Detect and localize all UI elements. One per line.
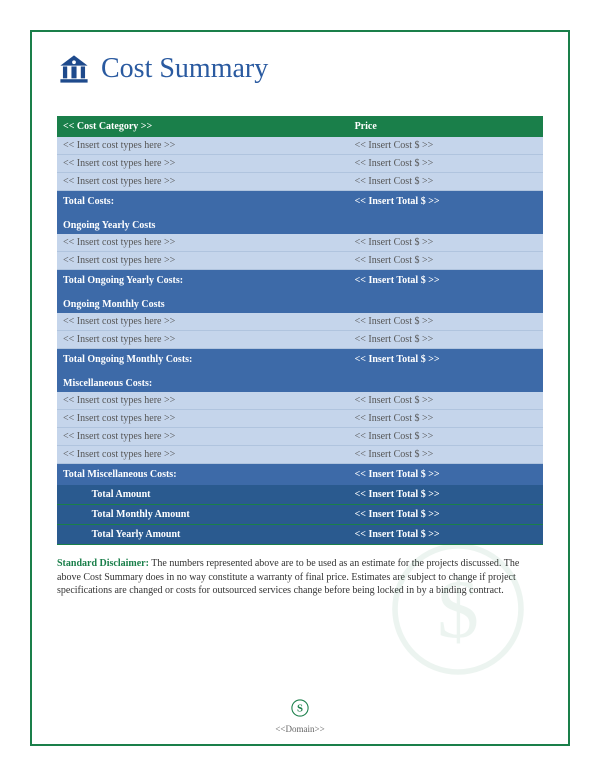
- dollar-icon: S: [291, 699, 309, 722]
- section-heading-row: Ongoing Monthly Costs: [57, 291, 543, 313]
- page-border: $ Cost Summary << Cost Category >> Price…: [30, 30, 570, 746]
- table-row: << Insert cost types here >><< Insert Co…: [57, 428, 543, 446]
- cost-value: << Insert Cost $ >>: [349, 313, 543, 331]
- grand-total-label: Total Amount: [86, 485, 349, 505]
- cost-type: << Insert cost types here >>: [57, 173, 349, 191]
- table-header-row: << Cost Category >> Price: [57, 116, 543, 137]
- cost-type: << Insert cost types here >>: [57, 137, 349, 155]
- total-value: << Insert Total $ >>: [349, 270, 543, 292]
- grand-total-value: << Insert Total $ >>: [349, 485, 543, 505]
- disclaimer: Standard Disclaimer: The numbers represe…: [57, 557, 543, 598]
- table-row: << Insert cost types here >><< Insert Co…: [57, 234, 543, 252]
- table-row: << Insert cost types here >><< Insert Co…: [57, 155, 543, 173]
- grand-total-label: Total Monthly Amount: [86, 505, 349, 525]
- section-heading: Ongoing Monthly Costs: [57, 291, 543, 313]
- cost-value: << Insert Cost $ >>: [349, 410, 543, 428]
- table-row: << Insert cost types here >><< Insert Co…: [57, 331, 543, 349]
- cost-type: << Insert cost types here >>: [57, 155, 349, 173]
- total-value: << Insert Total $ >>: [349, 191, 543, 213]
- table-row: << Insert cost types here >><< Insert Co…: [57, 173, 543, 191]
- total-value: << Insert Total $ >>: [349, 349, 543, 371]
- grand-total-value: << Insert Total $ >>: [349, 505, 543, 525]
- cost-table: << Cost Category >> Price << Insert cost…: [57, 116, 543, 545]
- cost-value: << Insert Cost $ >>: [349, 252, 543, 270]
- footer-domain: <<Domain>>: [32, 724, 568, 734]
- cost-value: << Insert Cost $ >>: [349, 155, 543, 173]
- blank-cell: [57, 525, 86, 545]
- svg-text:S: S: [297, 703, 303, 715]
- section-total-row: Total Ongoing Monthly Costs:<< Insert To…: [57, 349, 543, 371]
- total-label: Total Ongoing Monthly Costs:: [57, 349, 349, 371]
- header: Cost Summary: [57, 52, 543, 86]
- table-row: << Insert cost types here >><< Insert Co…: [57, 446, 543, 464]
- disclaimer-label: Standard Disclaimer:: [57, 558, 149, 569]
- total-label: Total Costs:: [57, 191, 349, 213]
- cost-value: << Insert Cost $ >>: [349, 428, 543, 446]
- cost-type: << Insert cost types here >>: [57, 252, 349, 270]
- cost-type: << Insert cost types here >>: [57, 234, 349, 252]
- cost-type: << Insert cost types here >>: [57, 313, 349, 331]
- blank-cell: [57, 485, 86, 505]
- grand-total-value: << Insert Total $ >>: [349, 525, 543, 545]
- section-heading-row: Miscellaneous Costs:: [57, 370, 543, 392]
- cost-type: << Insert cost types here >>: [57, 428, 349, 446]
- grand-total-row: Total Yearly Amount<< Insert Total $ >>: [57, 525, 543, 545]
- grand-total-label: Total Yearly Amount: [86, 525, 349, 545]
- cost-type: << Insert cost types here >>: [57, 331, 349, 349]
- grand-total-row: Total Amount<< Insert Total $ >>: [57, 485, 543, 505]
- cost-value: << Insert Cost $ >>: [349, 137, 543, 155]
- section-heading: Miscellaneous Costs:: [57, 370, 543, 392]
- total-label: Total Miscellaneous Costs:: [57, 464, 349, 486]
- section-heading: Ongoing Yearly Costs: [57, 212, 543, 234]
- table-row: << Insert cost types here >><< Insert Co…: [57, 410, 543, 428]
- header-price: Price: [349, 116, 543, 137]
- table-row: << Insert cost types here >><< Insert Co…: [57, 252, 543, 270]
- section-total-row: Total Miscellaneous Costs:<< Insert Tota…: [57, 464, 543, 486]
- section-total-row: Total Ongoing Yearly Costs:<< Insert Tot…: [57, 270, 543, 292]
- table-row: << Insert cost types here >><< Insert Co…: [57, 313, 543, 331]
- footer: S <<Domain>>: [32, 699, 568, 734]
- blank-cell: [57, 505, 86, 525]
- total-value: << Insert Total $ >>: [349, 464, 543, 486]
- table-row: << Insert cost types here >><< Insert Co…: [57, 137, 543, 155]
- page-title: Cost Summary: [101, 53, 268, 85]
- cost-type: << Insert cost types here >>: [57, 392, 349, 410]
- cost-value: << Insert Cost $ >>: [349, 234, 543, 252]
- cost-value: << Insert Cost $ >>: [349, 331, 543, 349]
- cost-type: << Insert cost types here >>: [57, 410, 349, 428]
- section-total-row: Total Costs:<< Insert Total $ >>: [57, 191, 543, 213]
- section-heading-row: Ongoing Yearly Costs: [57, 212, 543, 234]
- cost-type: << Insert cost types here >>: [57, 446, 349, 464]
- cost-value: << Insert Cost $ >>: [349, 173, 543, 191]
- bank-icon: [57, 52, 91, 86]
- cost-value: << Insert Cost $ >>: [349, 392, 543, 410]
- header-category: << Cost Category >>: [57, 116, 349, 137]
- grand-total-row: Total Monthly Amount<< Insert Total $ >>: [57, 505, 543, 525]
- cost-value: << Insert Cost $ >>: [349, 446, 543, 464]
- total-label: Total Ongoing Yearly Costs:: [57, 270, 349, 292]
- table-row: << Insert cost types here >><< Insert Co…: [57, 392, 543, 410]
